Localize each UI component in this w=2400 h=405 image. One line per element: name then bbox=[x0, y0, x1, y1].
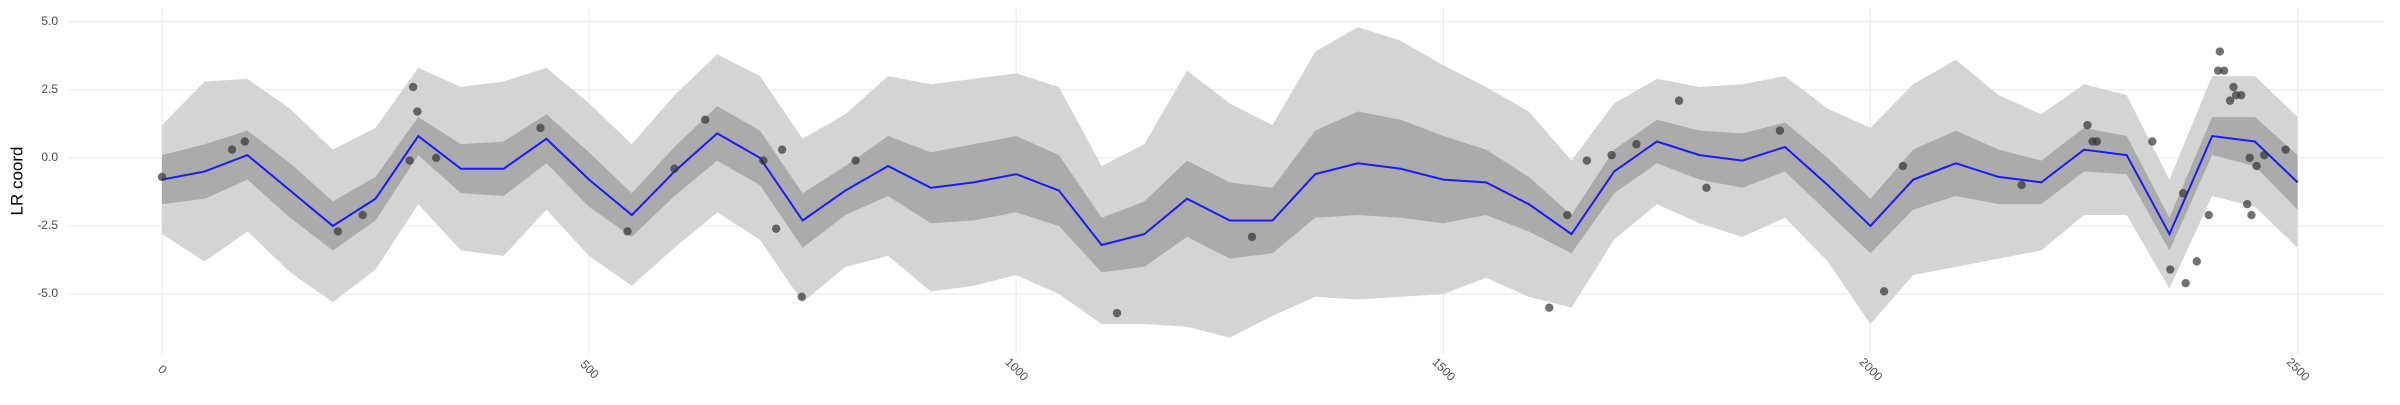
data-point bbox=[759, 156, 768, 165]
x-tick-label: 0 bbox=[155, 362, 170, 377]
data-point bbox=[2166, 265, 2175, 274]
data-point bbox=[1702, 183, 1711, 193]
y-tick-label: 2.5 bbox=[41, 82, 58, 96]
x-tick-label: 500 bbox=[578, 357, 602, 381]
data-point bbox=[408, 82, 418, 92]
y-axis-label: LR coord bbox=[7, 147, 26, 216]
data-point bbox=[777, 145, 787, 154]
data-point bbox=[2017, 180, 2026, 190]
confidence-band bbox=[161, 106, 2298, 273]
data-point bbox=[851, 156, 860, 165]
data-point bbox=[2252, 161, 2261, 171]
data-point bbox=[333, 227, 343, 236]
data-point bbox=[670, 164, 679, 173]
data-point bbox=[2245, 153, 2254, 163]
x-tick-label: 1000 bbox=[1002, 355, 1031, 384]
data-point bbox=[1632, 140, 1641, 149]
data-point bbox=[2219, 66, 2229, 75]
x-tick-label: 1500 bbox=[1430, 355, 1459, 384]
data-point bbox=[1247, 232, 1257, 242]
data-point bbox=[2178, 189, 2188, 198]
data-point bbox=[2229, 82, 2238, 92]
y-tick-label: 0.0 bbox=[41, 150, 58, 164]
data-point bbox=[1674, 96, 1684, 105]
data-point bbox=[536, 123, 545, 133]
y-tick-label: -2.5 bbox=[37, 218, 58, 232]
data-point bbox=[431, 153, 441, 163]
data-point bbox=[405, 156, 414, 165]
data-point bbox=[2225, 96, 2235, 105]
data-point bbox=[1562, 210, 1572, 220]
data-point bbox=[157, 172, 167, 182]
data-point bbox=[2215, 47, 2225, 56]
data-point bbox=[1112, 308, 1122, 318]
data-point bbox=[1607, 150, 1616, 160]
data-point bbox=[623, 227, 632, 236]
data-point bbox=[358, 210, 367, 220]
x-tick-label: 2500 bbox=[2284, 355, 2313, 384]
data-point bbox=[2192, 257, 2201, 266]
data-point bbox=[1775, 126, 1785, 135]
mean-line bbox=[161, 132, 2299, 247]
data-point bbox=[1879, 287, 1889, 296]
data-point bbox=[2236, 90, 2246, 100]
data-point bbox=[701, 115, 710, 124]
data-point bbox=[2181, 278, 2190, 288]
data-point bbox=[227, 145, 237, 154]
data-point bbox=[2247, 210, 2256, 220]
data-point bbox=[2260, 150, 2269, 160]
y-tick-label: 5.0 bbox=[41, 14, 58, 28]
data-point bbox=[1582, 156, 1592, 165]
y-tick-label: -5.0 bbox=[37, 286, 58, 300]
data-point bbox=[2213, 66, 2223, 75]
x-tick-label: 2000 bbox=[1857, 355, 1886, 384]
data-point bbox=[2204, 210, 2213, 220]
data-point bbox=[2148, 137, 2157, 146]
data-point bbox=[2083, 120, 2092, 130]
data-point bbox=[797, 292, 806, 301]
data-point bbox=[1898, 161, 1908, 171]
data-point bbox=[2281, 145, 2290, 154]
data-point bbox=[2092, 137, 2102, 146]
data-point bbox=[771, 224, 781, 233]
data-point bbox=[240, 137, 250, 146]
data-point bbox=[413, 107, 422, 116]
data-point bbox=[1545, 303, 1554, 312]
data-point bbox=[2242, 199, 2252, 209]
